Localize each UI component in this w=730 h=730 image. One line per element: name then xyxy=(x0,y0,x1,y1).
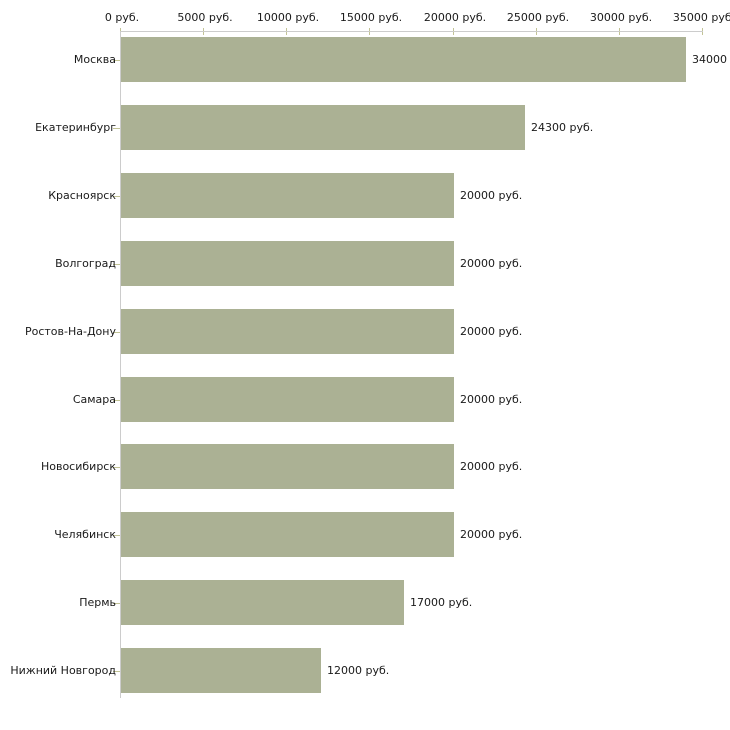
bar-6 xyxy=(121,377,454,422)
bar-3 xyxy=(121,173,454,218)
y-axis-tick xyxy=(113,60,120,61)
value-label: 20000 руб. xyxy=(460,460,523,473)
y-axis-tick xyxy=(113,467,120,468)
category-label: Челябинск xyxy=(54,528,116,541)
value-label: 20000 руб. xyxy=(460,257,523,270)
bar-5 xyxy=(121,309,454,354)
x-axis-tick-label: 0 руб. xyxy=(104,11,140,24)
category-label: Волгоград xyxy=(55,257,116,270)
value-label: 17000 руб. xyxy=(410,596,473,609)
bar-9 xyxy=(121,580,404,625)
value-label: 20000 руб. xyxy=(460,189,523,202)
x-axis-tick-label: 10000 руб. xyxy=(256,11,320,24)
y-axis-tick xyxy=(113,671,120,672)
value-label: 12000 руб. xyxy=(327,664,390,677)
x-axis-tick-label: 30000 руб. xyxy=(589,11,653,24)
y-axis-tick xyxy=(113,264,120,265)
category-label: Ростов-На-Дону xyxy=(24,325,116,338)
bar-4 xyxy=(121,241,454,286)
y-axis-tick xyxy=(113,196,120,197)
x-axis-tick-label: 5000 руб. xyxy=(177,11,233,24)
value-label: 20000 руб. xyxy=(460,528,523,541)
y-axis-tick xyxy=(113,535,120,536)
category-label: Пермь xyxy=(79,596,116,609)
y-axis-tick xyxy=(113,603,120,604)
x-axis-tick-label: 35000 руб. xyxy=(672,11,730,24)
bar-8 xyxy=(121,512,454,557)
x-axis-tick-label: 20000 руб. xyxy=(423,11,487,24)
y-axis-tick xyxy=(113,332,120,333)
x-axis-line xyxy=(120,31,703,32)
value-label: 20000 руб. xyxy=(460,325,523,338)
category-label: Новосибирск xyxy=(40,460,116,473)
value-label: 24300 руб. xyxy=(531,121,594,134)
category-label: Екатеринбург xyxy=(35,121,116,134)
y-axis-line xyxy=(120,31,121,698)
bar-7 xyxy=(121,444,454,489)
value-label: 20000 руб. xyxy=(460,393,523,406)
x-axis-tick-label: 25000 руб. xyxy=(506,11,570,24)
y-axis-tick xyxy=(113,400,120,401)
category-label: Самара xyxy=(72,393,116,406)
value-label: 34000 руб. xyxy=(692,53,730,66)
category-label: Красноярск xyxy=(48,189,116,202)
y-axis-tick xyxy=(113,128,120,129)
category-label: Москва xyxy=(73,53,116,66)
bar-1 xyxy=(121,37,686,82)
bar-10 xyxy=(121,648,321,693)
category-label: Нижний Новгород xyxy=(10,664,116,677)
bar-2 xyxy=(121,105,525,150)
x-axis-tick-label: 15000 руб. xyxy=(339,11,403,24)
